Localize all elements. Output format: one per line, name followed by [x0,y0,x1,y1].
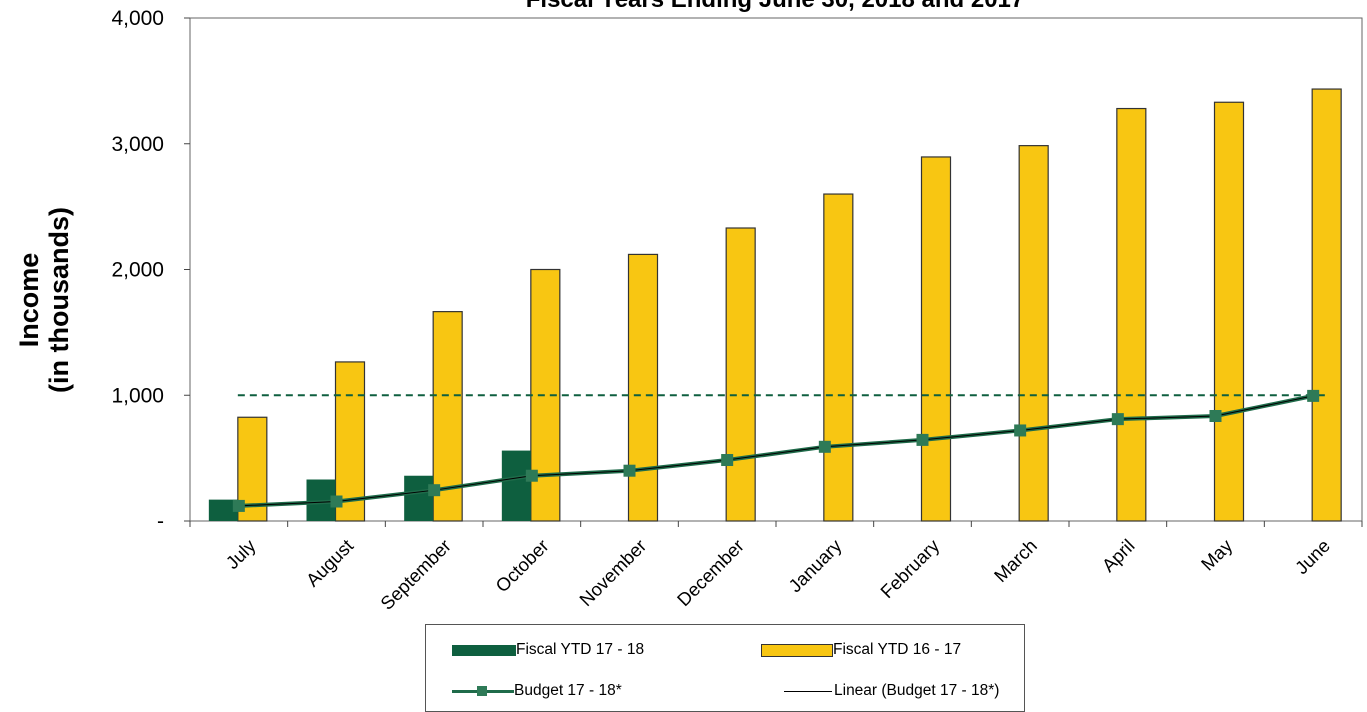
bar-fiscal-1617 [627,253,659,522]
budget-line [238,393,1314,508]
bar-fiscal-1617 [1018,145,1049,522]
legend-swatch-fiscal-1718 [452,644,516,656]
y-tick-label: 3,000 [111,133,164,156]
budget-trend-line [238,395,1314,507]
x-tick-label: July [222,534,261,573]
bar-fiscal-1617 [1116,107,1147,522]
bar-fiscal-1617 [334,361,366,522]
budget-marker [232,499,245,512]
x-tick-label: August [302,535,358,591]
legend-label-fiscal-1617: Fiscal YTD 16 - 17 [833,641,962,658]
budget-marker [330,495,343,508]
bar-fiscal-1617 [1213,101,1245,522]
budget-marker [623,464,636,477]
budget-marker [818,440,831,453]
legend-label-linear: Linear (Budget 17 - 18*) [834,682,1000,699]
bar-fiscal-1718 [208,499,238,521]
legend-item-fiscal-1718: Fiscal YTD 17 - 18 [452,641,644,659]
y-tick-label: 2,000 [111,259,164,282]
budget-marker [1307,389,1320,402]
x-tick-label: December [673,535,748,610]
legend-swatch-fiscal-1617 [761,643,833,657]
budget-marker [916,433,929,446]
bar-fiscal-1617 [823,193,854,522]
budget-marker [1111,413,1124,426]
bar-fiscal-1617 [920,156,952,522]
x-tick-label: February [876,534,944,602]
bar-fiscal-1718 [404,475,434,521]
chart-title: Fiscal Years Ending June 30, 2018 and 20… [190,0,1360,14]
x-tick-label: January [784,534,846,596]
legend-item-linear: Linear (Budget 17 - 18*) [784,682,999,700]
bar-fiscal-1718 [501,450,531,521]
x-tick-label: September [376,535,455,614]
x-tick-label: May [1197,534,1237,574]
legend-label-fiscal-1718: Fiscal YTD 17 - 18 [516,641,645,658]
budget-marker [1014,424,1027,437]
x-tick-label: June [1291,535,1334,578]
budget-marker [1209,409,1222,422]
bar-fiscal-1617 [1311,88,1342,522]
legend-swatch-linear [784,690,832,692]
legend-item-budget: Budget 17 - 18* [452,682,622,700]
budget-marker [721,454,734,467]
budget-marker [525,469,538,482]
plot-frame [189,17,1363,522]
x-tick-label: April [1098,535,1139,576]
legend-swatch-budget [452,685,514,697]
x-tick-label: November [575,535,650,610]
budget-marker [428,484,441,497]
y-tick-label: - [157,510,164,533]
x-tick-label: March [990,535,1041,586]
y-tick-label: 4,000 [111,7,164,30]
legend: Fiscal YTD 17 - 18 Fiscal YTD 16 - 17 Bu… [425,624,1025,712]
legend-label-budget: Budget 17 - 18* [514,682,622,699]
y-tick-label: 1,000 [111,384,164,407]
legend-item-fiscal-1617: Fiscal YTD 16 - 17 [761,641,961,659]
bar-fiscal-1617 [725,227,756,522]
x-tick-label: October [491,535,552,596]
